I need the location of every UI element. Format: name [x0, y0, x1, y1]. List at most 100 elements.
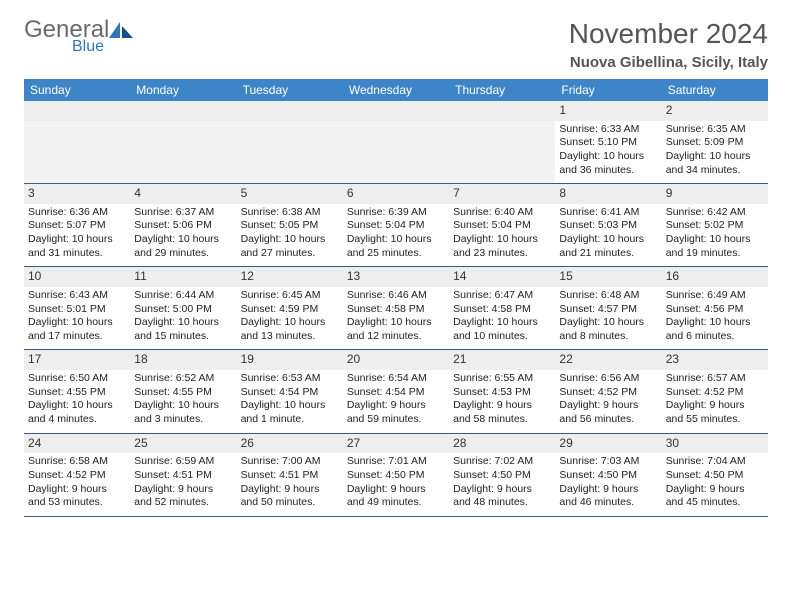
- sunrise-text: Sunrise: 6:52 AM: [134, 372, 232, 386]
- day-number: 30: [662, 434, 768, 454]
- daylight1-text: Daylight: 9 hours: [347, 399, 445, 413]
- day-number: 29: [555, 434, 661, 454]
- sunrise-text: Sunrise: 6:33 AM: [559, 123, 657, 137]
- sunrise-text: Sunrise: 7:03 AM: [559, 455, 657, 469]
- day-cell: 10Sunrise: 6:43 AMSunset: 5:01 PMDayligh…: [24, 267, 130, 349]
- sunset-text: Sunset: 4:54 PM: [347, 386, 445, 400]
- sunset-text: Sunset: 4:55 PM: [28, 386, 126, 400]
- sunrise-text: Sunrise: 6:39 AM: [347, 206, 445, 220]
- day-number: 5: [237, 184, 343, 204]
- daylight1-text: Daylight: 10 hours: [134, 316, 232, 330]
- day-number: 15: [555, 267, 661, 287]
- day-cell: 12Sunrise: 6:45 AMSunset: 4:59 PMDayligh…: [237, 267, 343, 349]
- day-number: 27: [343, 434, 449, 454]
- sunrise-text: Sunrise: 6:57 AM: [666, 372, 764, 386]
- sunset-text: Sunset: 5:09 PM: [666, 136, 764, 150]
- daylight1-text: Daylight: 10 hours: [28, 233, 126, 247]
- day-number: 3: [24, 184, 130, 204]
- week-row: 1Sunrise: 6:33 AMSunset: 5:10 PMDaylight…: [24, 101, 768, 184]
- calendar-page: General Blue November 2024 Nuova Gibelli…: [0, 0, 792, 535]
- day-cell: 2Sunrise: 6:35 AMSunset: 5:09 PMDaylight…: [662, 101, 768, 183]
- title-block: November 2024 Nuova Gibellina, Sicily, I…: [569, 18, 768, 71]
- day-cell: 15Sunrise: 6:48 AMSunset: 4:57 PMDayligh…: [555, 267, 661, 349]
- day-cell: 11Sunrise: 6:44 AMSunset: 5:00 PMDayligh…: [130, 267, 236, 349]
- day-cell: 19Sunrise: 6:53 AMSunset: 4:54 PMDayligh…: [237, 350, 343, 432]
- daylight1-text: Daylight: 10 hours: [666, 316, 764, 330]
- daylight2-text: and 36 minutes.: [559, 164, 657, 178]
- sunset-text: Sunset: 5:04 PM: [453, 219, 551, 233]
- sunrise-text: Sunrise: 6:37 AM: [134, 206, 232, 220]
- daylight2-text: and 48 minutes.: [453, 496, 551, 510]
- sunset-text: Sunset: 4:52 PM: [666, 386, 764, 400]
- empty-daynum-bar: [237, 101, 343, 121]
- location-label: Nuova Gibellina, Sicily, Italy: [569, 54, 768, 71]
- sunrise-text: Sunrise: 6:47 AM: [453, 289, 551, 303]
- sunset-text: Sunset: 4:51 PM: [134, 469, 232, 483]
- sunset-text: Sunset: 4:50 PM: [453, 469, 551, 483]
- logo-sail-icon: [109, 20, 135, 40]
- day-cell: 30Sunrise: 7:04 AMSunset: 4:50 PMDayligh…: [662, 434, 768, 516]
- daylight2-text: and 23 minutes.: [453, 247, 551, 261]
- daylight2-text: and 45 minutes.: [666, 496, 764, 510]
- daylight1-text: Daylight: 9 hours: [134, 483, 232, 497]
- daylight1-text: Daylight: 10 hours: [453, 316, 551, 330]
- header: General Blue November 2024 Nuova Gibelli…: [24, 18, 768, 71]
- sunrise-text: Sunrise: 7:00 AM: [241, 455, 339, 469]
- calendar-grid: Sunday Monday Tuesday Wednesday Thursday…: [24, 79, 768, 517]
- day-cell: 14Sunrise: 6:47 AMSunset: 4:58 PMDayligh…: [449, 267, 555, 349]
- daylight1-text: Daylight: 10 hours: [134, 233, 232, 247]
- daylight2-text: and 12 minutes.: [347, 330, 445, 344]
- day-cell: 20Sunrise: 6:54 AMSunset: 4:54 PMDayligh…: [343, 350, 449, 432]
- day-cell: 28Sunrise: 7:02 AMSunset: 4:50 PMDayligh…: [449, 434, 555, 516]
- sunrise-text: Sunrise: 6:50 AM: [28, 372, 126, 386]
- empty-cell: [343, 101, 449, 183]
- empty-cell: [449, 101, 555, 183]
- day-number: 6: [343, 184, 449, 204]
- daylight2-text: and 10 minutes.: [453, 330, 551, 344]
- week-row: 24Sunrise: 6:58 AMSunset: 4:52 PMDayligh…: [24, 434, 768, 517]
- sunset-text: Sunset: 4:52 PM: [28, 469, 126, 483]
- day-number: 19: [237, 350, 343, 370]
- empty-cell: [24, 101, 130, 183]
- daylight2-text: and 15 minutes.: [134, 330, 232, 344]
- daylight1-text: Daylight: 10 hours: [241, 233, 339, 247]
- day-header: Tuesday: [237, 79, 343, 101]
- daylight1-text: Daylight: 10 hours: [347, 316, 445, 330]
- daylight2-text: and 31 minutes.: [28, 247, 126, 261]
- day-header: Monday: [130, 79, 236, 101]
- empty-daynum-bar: [343, 101, 449, 121]
- sunset-text: Sunset: 4:58 PM: [453, 303, 551, 317]
- day-cell: 29Sunrise: 7:03 AMSunset: 4:50 PMDayligh…: [555, 434, 661, 516]
- day-header: Sunday: [24, 79, 130, 101]
- daylight1-text: Daylight: 10 hours: [347, 233, 445, 247]
- daylight1-text: Daylight: 10 hours: [241, 316, 339, 330]
- sunset-text: Sunset: 4:54 PM: [241, 386, 339, 400]
- sunset-text: Sunset: 5:04 PM: [347, 219, 445, 233]
- sunset-text: Sunset: 4:58 PM: [347, 303, 445, 317]
- sunset-text: Sunset: 5:10 PM: [559, 136, 657, 150]
- sunset-text: Sunset: 4:50 PM: [666, 469, 764, 483]
- sunset-text: Sunset: 5:03 PM: [559, 219, 657, 233]
- empty-daynum-bar: [24, 101, 130, 121]
- day-number: 2: [662, 101, 768, 121]
- day-number: 7: [449, 184, 555, 204]
- sunrise-text: Sunrise: 6:40 AM: [453, 206, 551, 220]
- daylight2-text: and 46 minutes.: [559, 496, 657, 510]
- daylight2-text: and 13 minutes.: [241, 330, 339, 344]
- day-number: 26: [237, 434, 343, 454]
- day-header-row: Sunday Monday Tuesday Wednesday Thursday…: [24, 79, 768, 101]
- daylight1-text: Daylight: 10 hours: [666, 150, 764, 164]
- sunrise-text: Sunrise: 7:02 AM: [453, 455, 551, 469]
- empty-cell: [237, 101, 343, 183]
- sunrise-text: Sunrise: 6:38 AM: [241, 206, 339, 220]
- day-cell: 9Sunrise: 6:42 AMSunset: 5:02 PMDaylight…: [662, 184, 768, 266]
- daylight2-text: and 59 minutes.: [347, 413, 445, 427]
- sunrise-text: Sunrise: 6:36 AM: [28, 206, 126, 220]
- daylight2-text: and 49 minutes.: [347, 496, 445, 510]
- logo-text-blue: Blue: [72, 38, 135, 56]
- daylight1-text: Daylight: 10 hours: [134, 399, 232, 413]
- day-cell: 23Sunrise: 6:57 AMSunset: 4:52 PMDayligh…: [662, 350, 768, 432]
- sunrise-text: Sunrise: 7:04 AM: [666, 455, 764, 469]
- logo: General Blue: [24, 18, 135, 56]
- daylight1-text: Daylight: 10 hours: [453, 233, 551, 247]
